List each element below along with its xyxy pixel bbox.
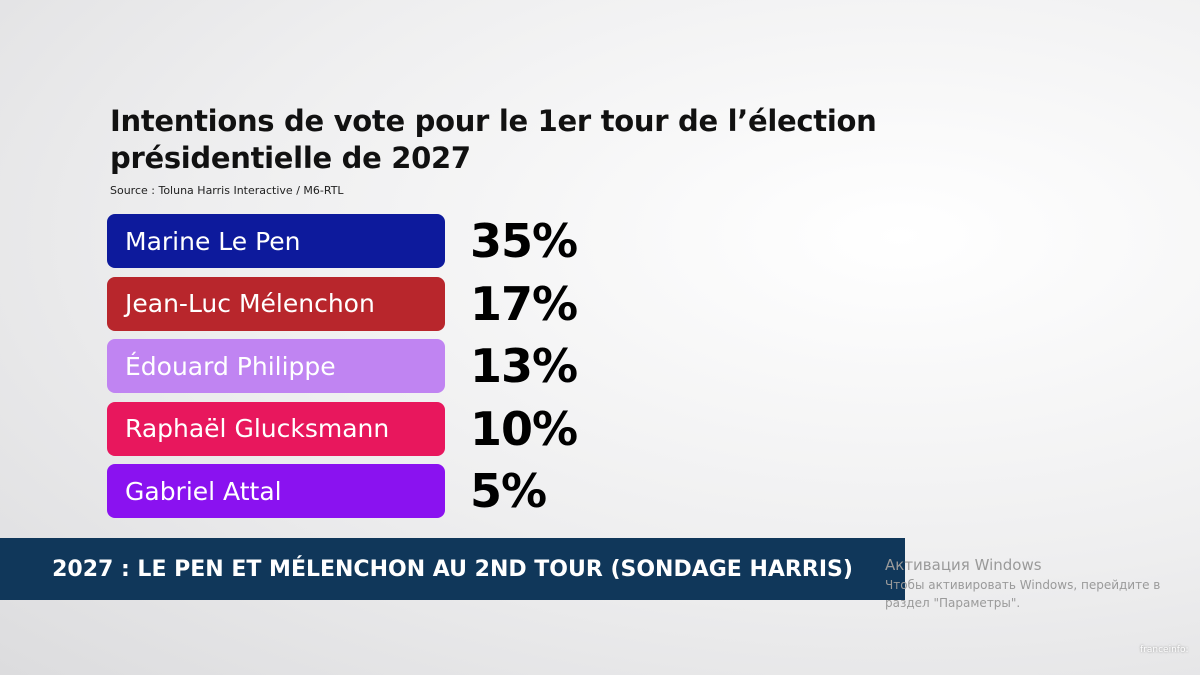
candidate-name: Marine Le Pen (107, 214, 445, 268)
percentage: 17% (470, 276, 578, 331)
watermark-title: Активация Windows (885, 556, 1042, 574)
watermark-text: раздел "Параметры". (885, 596, 1021, 610)
percentage: 10% (470, 401, 578, 456)
percentage: 35% (470, 214, 578, 268)
candidate-name: Édouard Philippe (107, 339, 445, 393)
logo: franceinfo: (1140, 645, 1189, 655)
candidate-name: Jean-Luc Mélenchon (107, 276, 445, 331)
candidate-name: Gabriel Attal (107, 464, 445, 518)
title-line: Intentions de vote pour le 1er tour de l… (110, 104, 877, 138)
source: Source : Toluna Harris Interactive / M6-… (110, 184, 344, 197)
watermark-text: Чтобы активировать Windows, перейдите в (885, 578, 1161, 592)
percentage: 13% (470, 339, 578, 393)
title-line: présidentielle de 2027 (110, 141, 471, 175)
candidate-name: Raphaël Glucksmann (107, 401, 445, 456)
banner: 2027 : LE PEN ET MÉLENCHON AU 2ND TOUR (… (0, 538, 905, 600)
percentage: 5% (470, 464, 547, 518)
